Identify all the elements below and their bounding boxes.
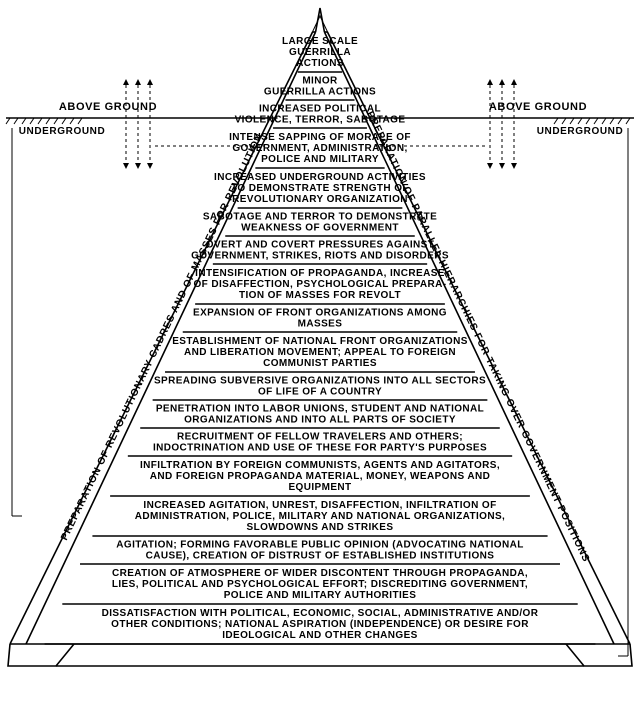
- level-10-line-1: OF LIFE OF A COUNTRY: [258, 387, 382, 398]
- level-15-line-0: AGITATION; FORMING FAVORABLE PUBLIC OPIN…: [116, 540, 523, 551]
- level-13-line-2: EQUIPMENT: [288, 482, 351, 493]
- level-16-line-0: CREATION OF ATMOSPHERE OF WIDER DISCONTE…: [112, 568, 528, 579]
- label-underground-right: UNDERGROUND: [537, 126, 624, 137]
- level-16-line-2: POLICE AND MILITARY AUTHORITIES: [224, 590, 417, 601]
- level-14-line-2: SLOWDOWNS AND STRIKES: [247, 522, 394, 533]
- level-12-line-0: RECRUITMENT OF FELLOW TRAVELERS AND OTHE…: [177, 432, 463, 443]
- label-above-ground-left: ABOVE GROUND: [59, 101, 157, 113]
- level-0-line-0: LARGE SCALE: [282, 36, 358, 47]
- level-13-line-0: INFILTRATION BY FOREIGN COMMUNISTS, AGEN…: [140, 460, 500, 471]
- level-17-line-1: OTHER CONDITIONS; NATIONAL ASPIRATION (I…: [111, 619, 529, 630]
- level-14-line-0: INCREASED AGITATION, UNREST, DISAFFECTIO…: [143, 500, 496, 511]
- level-5-line-0: SABOTAGE AND TERROR TO DEMONSTRATE: [203, 212, 437, 223]
- label-above-ground-right: ABOVE GROUND: [489, 101, 587, 113]
- level-7-line-0: INTENSIFICATION OF PROPAGANDA, INCREASE: [195, 268, 445, 279]
- level-4-line-1: TO DEMONSTRATE STRENGTH OF: [231, 183, 409, 194]
- revolutionary-pyramid-diagram: LARGE SCALEGUERRILLAACTIONSMINORGUERRILL…: [0, 0, 640, 706]
- level-11-line-1: ORGANIZATIONS AND INTO ALL PARTS OF SOCI…: [184, 415, 456, 426]
- level-9-line-1: AND LIBERATION MOVEMENT; APPEAL TO FOREI…: [184, 347, 456, 358]
- level-6-line-1: GOVERNMENT, STRIKES, RIOTS AND DISORDERS: [191, 251, 449, 262]
- level-9-line-0: ESTABLISHMENT OF NATIONAL FRONT ORGANIZA…: [172, 336, 468, 347]
- level-12-line-1: INDOCTRINATION AND USE OF THESE FOR PART…: [153, 443, 487, 454]
- level-10-line-0: SPREADING SUBVERSIVE ORGANIZATIONS INTO …: [154, 376, 486, 387]
- level-6-line-0: OVERT AND COVERT PRESSURES AGAINST: [206, 240, 434, 251]
- level-16-line-1: LIES, POLITICAL AND PSYCHOLOGICAL EFFORT…: [112, 579, 528, 590]
- level-8-line-0: EXPANSION OF FRONT ORGANIZATIONS AMONG: [193, 308, 447, 319]
- level-7-line-1: OF DISAFFECTION, PSYCHOLOGICAL PREPARA-: [193, 279, 446, 290]
- level-9-line-2: COMMUNIST PARTIES: [263, 358, 377, 369]
- level-7-line-2: TION OF MASSES FOR REVOLT: [239, 290, 401, 301]
- level-15-line-1: CAUSE), CREATION OF DISTRUST OF ESTABLIS…: [146, 551, 495, 562]
- level-3-line-2: POLICE AND MILITARY: [261, 154, 379, 165]
- level-11-line-0: PENETRATION INTO LABOR UNIONS, STUDENT A…: [156, 404, 484, 415]
- level-4-line-2: REVOLUTIONARY ORGANIZATION: [232, 194, 408, 205]
- level-13-line-1: AND FOREIGN PROPAGANDA MATERIAL, MONEY, …: [150, 471, 490, 482]
- level-8-line-1: MASSES: [298, 319, 343, 330]
- level-1-line-0: MINOR: [302, 76, 338, 87]
- level-0-line-1: GUERRILLA: [289, 47, 351, 58]
- level-17-line-2: IDEOLOGICAL AND OTHER CHANGES: [222, 630, 418, 641]
- level-14-line-1: ADMINISTRATION, POLICE, MILITARY AND NAT…: [135, 511, 505, 522]
- level-17-line-0: DISSATISFACTION WITH POLITICAL, ECONOMIC…: [102, 608, 539, 619]
- level-5-line-1: WEAKNESS OF GOVERNMENT: [241, 223, 399, 234]
- label-underground-left: UNDERGROUND: [19, 126, 106, 137]
